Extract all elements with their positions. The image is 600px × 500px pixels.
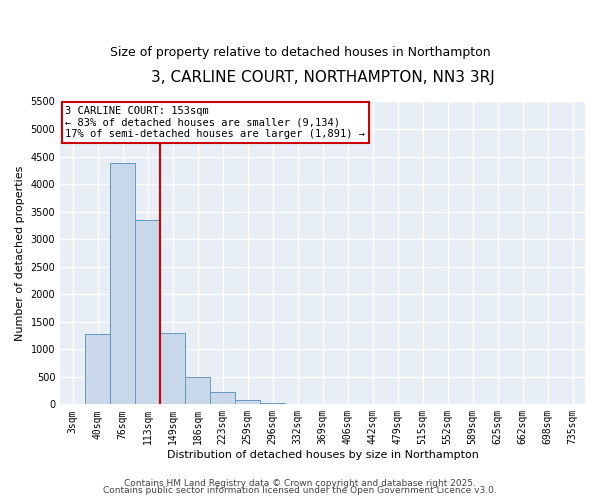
Bar [235, 400, 260, 404]
Bar [110, 163, 135, 404]
Y-axis label: Number of detached properties: Number of detached properties [15, 165, 25, 340]
Bar [260, 402, 285, 404]
Text: Contains public sector information licensed under the Open Government Licence v3: Contains public sector information licen… [103, 486, 497, 495]
Text: Contains HM Land Registry data © Crown copyright and database right 2025.: Contains HM Land Registry data © Crown c… [124, 478, 476, 488]
Bar [160, 334, 185, 404]
X-axis label: Distribution of detached houses by size in Northampton: Distribution of detached houses by size … [167, 450, 479, 460]
Bar [85, 334, 110, 404]
Bar [210, 392, 235, 404]
Bar [135, 220, 160, 404]
Title: 3, CARLINE COURT, NORTHAMPTON, NN3 3RJ: 3, CARLINE COURT, NORTHAMPTON, NN3 3RJ [151, 70, 494, 85]
Bar [185, 377, 210, 404]
Text: 3 CARLINE COURT: 153sqm
← 83% of detached houses are smaller (9,134)
17% of semi: 3 CARLINE COURT: 153sqm ← 83% of detache… [65, 106, 365, 139]
Text: Size of property relative to detached houses in Northampton: Size of property relative to detached ho… [110, 46, 490, 59]
